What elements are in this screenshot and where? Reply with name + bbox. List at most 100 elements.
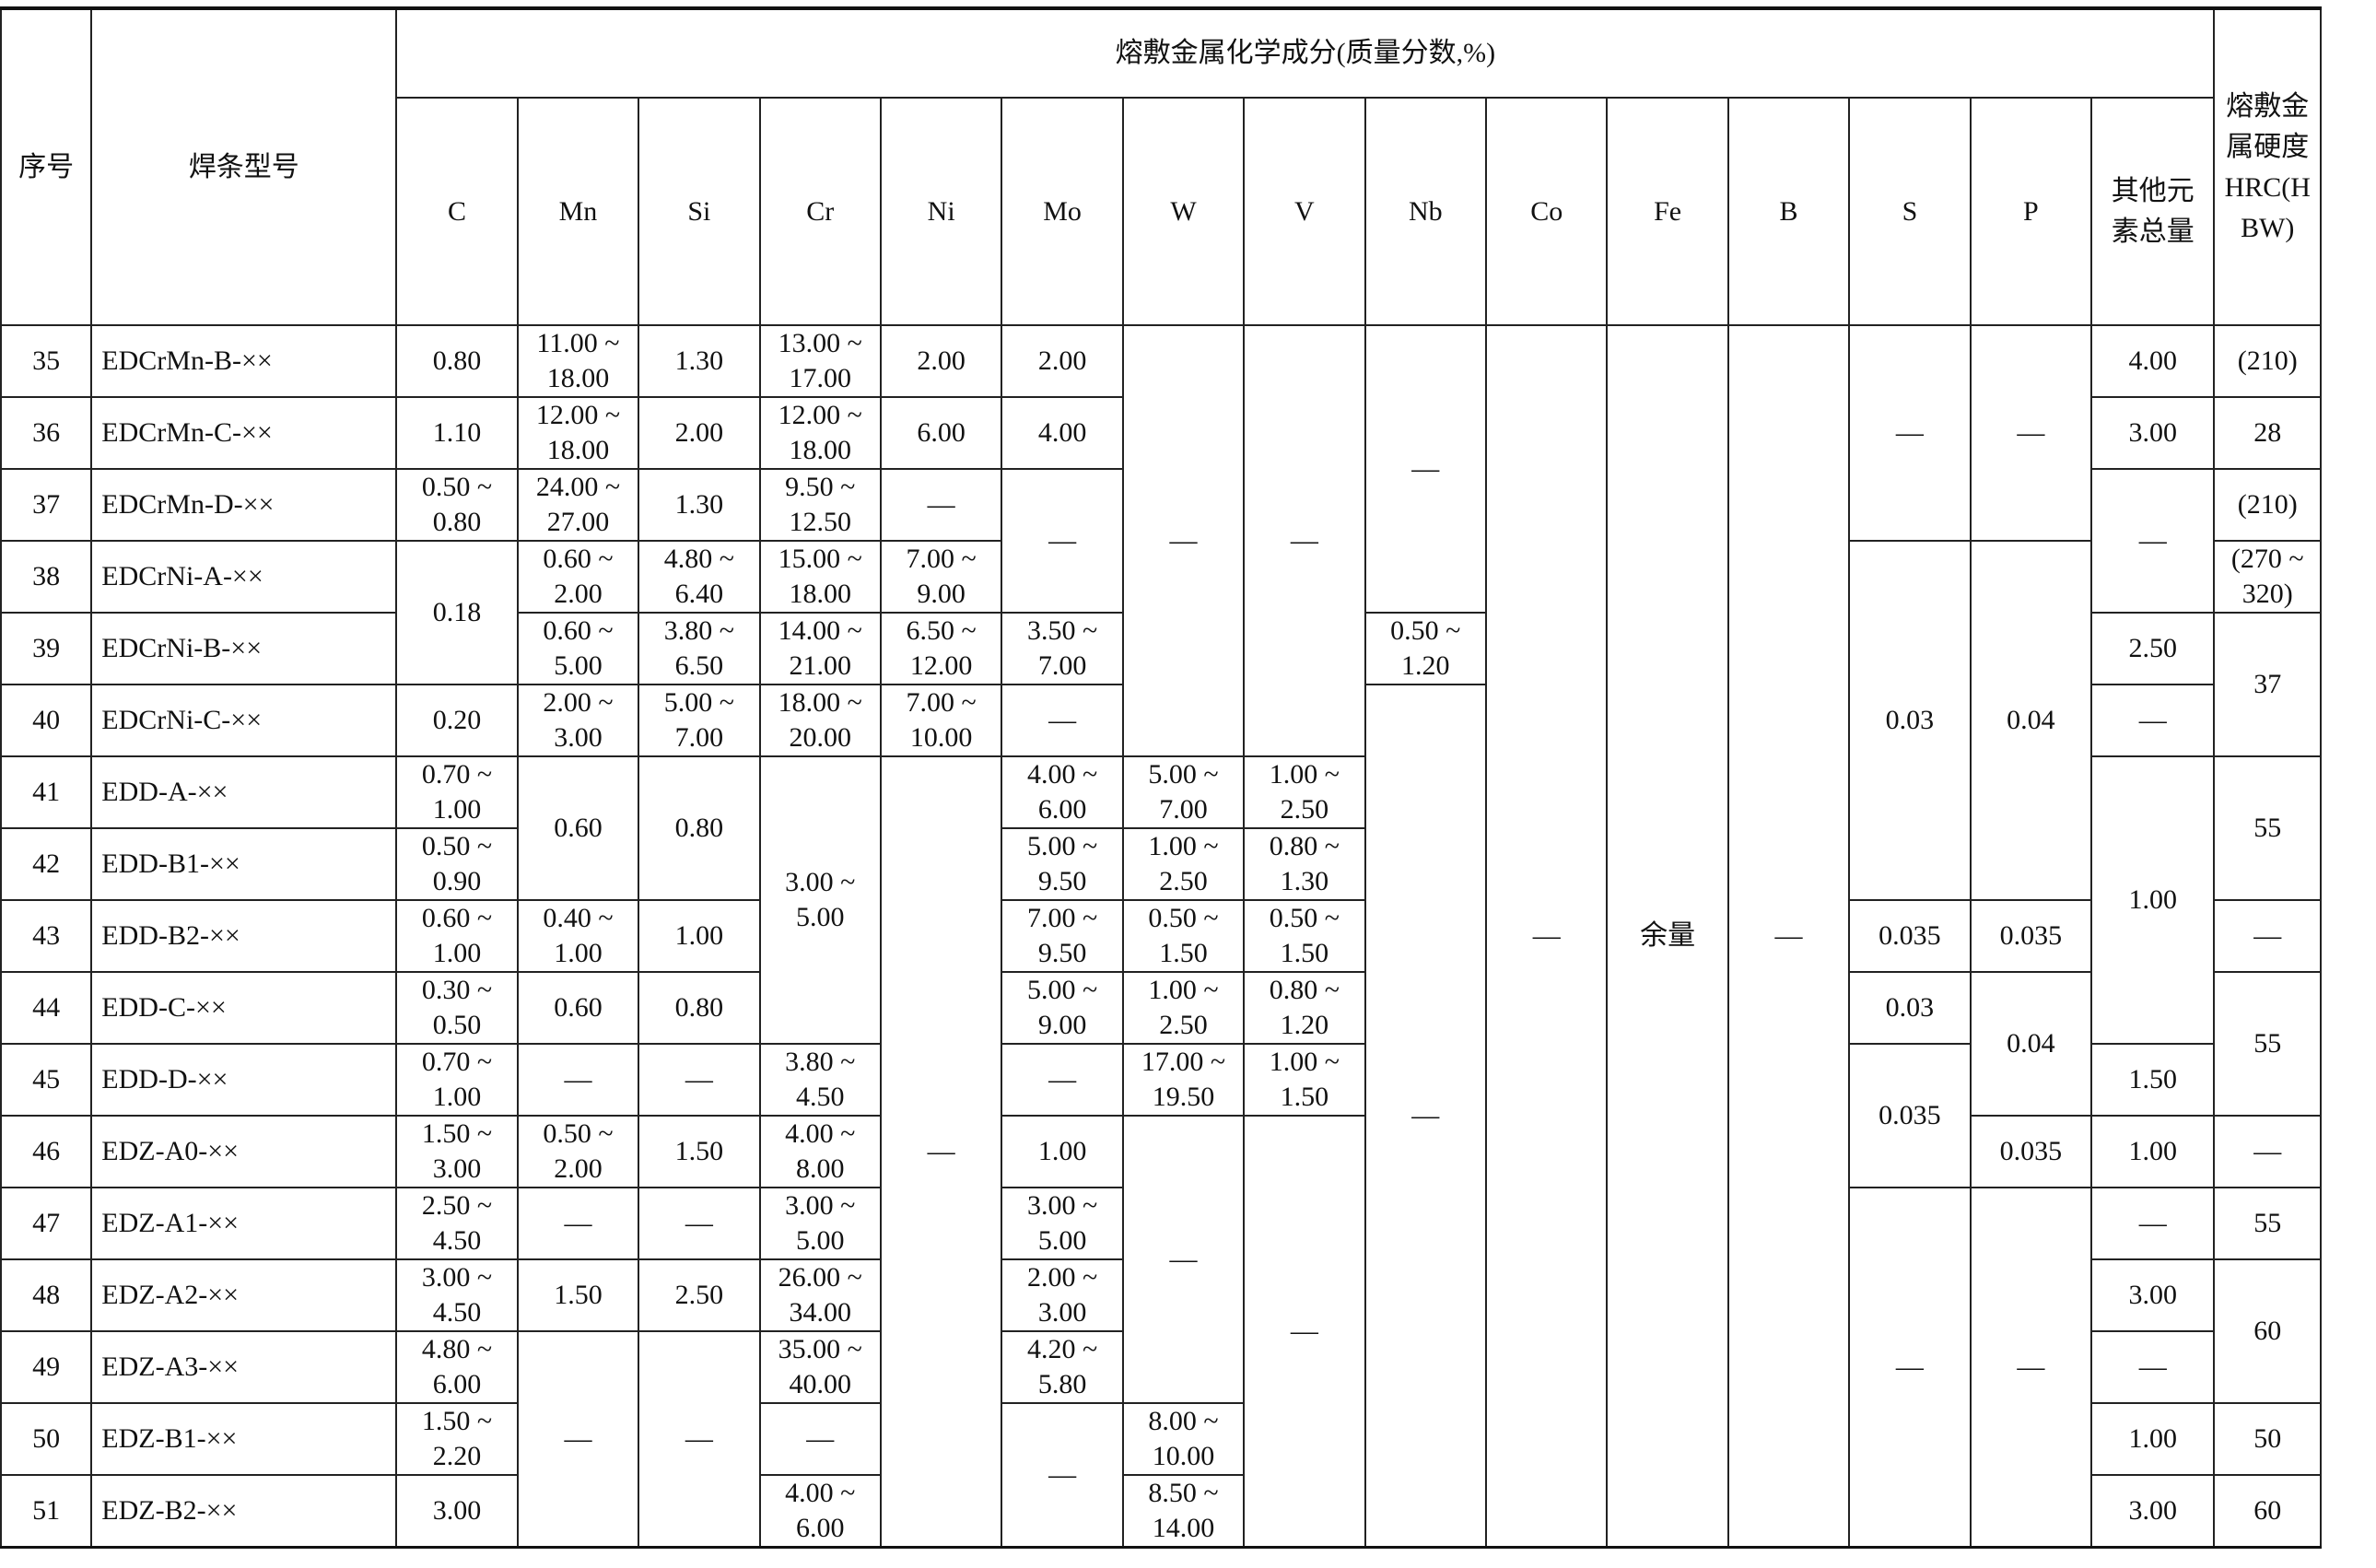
value-cell: 2.00 ~ 3.00 bbox=[516, 684, 640, 757]
electrode-model-cell: EDZ-A3-×× bbox=[90, 1330, 398, 1404]
value-cell: 0.80 bbox=[638, 755, 761, 901]
value-cell: 2.50 ~ 4.50 bbox=[395, 1187, 519, 1260]
element-header-row: C Mn Si Cr Ni Mo W V Nb Co Fe B S P 其他元素总量 bbox=[1, 97, 2321, 326]
value-cell: 0.04 bbox=[1969, 540, 2093, 901]
value-cell: 2.50 bbox=[2090, 612, 2216, 685]
electrode-model-cell: EDCrNi-C-×× bbox=[90, 684, 398, 757]
value-cell: — bbox=[516, 1043, 640, 1117]
value-cell: 5.00 ~ 9.00 bbox=[1001, 971, 1124, 1045]
value-cell: 1.50 ~ 2.20 bbox=[395, 1402, 519, 1476]
value-cell: 7.00 ~ 9.00 bbox=[879, 540, 1003, 614]
electrode-model-cell: EDD-B2-×× bbox=[90, 899, 398, 973]
value-cell: — bbox=[2090, 1187, 2216, 1260]
value-cell: (270 ~ 320) bbox=[2213, 540, 2322, 614]
value-cell: 0.50 ~ 1.50 bbox=[1121, 899, 1246, 973]
value-cell: 3.80 ~ 6.50 bbox=[638, 612, 761, 685]
value-cell: 1.50 bbox=[516, 1258, 640, 1332]
row-number-cell: 40 bbox=[0, 684, 93, 757]
value-cell: 8.00 ~ 10.00 bbox=[1121, 1402, 1246, 1476]
value-cell: 4.00 ~ 6.00 bbox=[758, 1474, 882, 1549]
value-cell: — bbox=[638, 1043, 761, 1117]
value-cell: 14.00 ~ 21.00 bbox=[758, 612, 882, 685]
value-cell: 1.50 bbox=[638, 1115, 761, 1188]
value-cell: 11.00 ~ 18.00 bbox=[516, 324, 640, 398]
value-cell: 1.00 ~ 2.50 bbox=[1121, 827, 1246, 901]
row-number-cell: 48 bbox=[0, 1258, 93, 1332]
value-cell: 1.10 bbox=[395, 396, 519, 470]
row-number-cell: 39 bbox=[0, 612, 93, 685]
value-cell: 3.00 bbox=[2090, 396, 2216, 470]
value-cell: — bbox=[1121, 324, 1246, 757]
value-cell: 13.00 ~ 17.00 bbox=[758, 324, 882, 398]
electrode-model-cell: EDCrMn-B-×× bbox=[90, 324, 398, 398]
value-cell: 0.03 bbox=[1848, 971, 1972, 1045]
value-cell: 7.00 ~ 10.00 bbox=[879, 684, 1003, 757]
value-cell: 3.00 ~ 5.00 bbox=[1001, 1187, 1124, 1260]
value-cell: — bbox=[1726, 324, 1851, 1549]
value-cell: 0.20 bbox=[395, 684, 519, 757]
table-row: 47 EDZ-A1-×× 2.50 ~ 4.50— —3.00 ~ 5.00 3.00 … bbox=[0, 1187, 2322, 1549]
value-cell: — bbox=[516, 1187, 640, 1260]
value-cell: 0.50 ~ 1.20 bbox=[1364, 612, 1488, 685]
value-cell: — bbox=[1969, 324, 2093, 542]
electrode-model-cell: EDZ-B2-×× bbox=[90, 1474, 398, 1549]
electrode-model-cell: EDZ-A1-×× bbox=[90, 1187, 398, 1260]
table-row: 46 EDZ-A0-×× 1.50 ~ 3.00 0.50 ~ 2.00 1.50 4.0… bbox=[0, 1115, 2322, 1549]
table-row: 45 EDD-D-×× 0.70 ~ 1.00— —3.80 ~ 4.50—17.00… bbox=[0, 1043, 2321, 1188]
value-cell: 5.00 ~ 7.00 bbox=[638, 684, 761, 757]
electrode-model-cell: EDCrMn-D-×× bbox=[90, 468, 398, 542]
value-cell: 0.035 bbox=[1848, 899, 1972, 973]
electrode-model-cell: EDD-C-×× bbox=[90, 971, 398, 1045]
value-cell: 1.00 bbox=[2090, 1115, 2216, 1188]
value-cell: — bbox=[516, 1330, 640, 1549]
value-cell: 8.50 ~ 14.00 bbox=[1121, 1474, 1246, 1549]
electrode-model-cell: EDD-A-×× bbox=[90, 755, 398, 829]
value-cell: 3.80 ~ 4.50 bbox=[758, 1043, 882, 1117]
value-cell: — bbox=[1848, 324, 1972, 542]
value-cell: 1.00 ~ 1.50 bbox=[1243, 1043, 1366, 1117]
table-row: 42 EDD-B1-×× 0.50 ~ 0.90 5.00 ~ 9.50 1.00 ~ … bbox=[0, 827, 2321, 901]
value-cell: 4.80 ~ 6.00 bbox=[395, 1330, 519, 1404]
row-number-cell: 43 bbox=[0, 899, 93, 973]
value-cell: 12.00 ~ 18.00 bbox=[758, 396, 882, 470]
value-cell: — bbox=[1243, 1115, 1366, 1549]
value-cell: 1.00 ~ 2.50 bbox=[1121, 971, 1246, 1045]
value-cell: 55 bbox=[2213, 1187, 2322, 1260]
value-cell: 0.80 ~ 1.20 bbox=[1243, 971, 1366, 1045]
table-row: 36 EDCrMn-C-×× 1.10 12.00 ~ 18.00 2.00 12.00 … bbox=[0, 396, 2322, 470]
value-cell: 0.40 ~ 1.00 bbox=[516, 899, 640, 973]
value-cell: — bbox=[2213, 899, 2322, 973]
row-number-cell: 49 bbox=[0, 1330, 93, 1404]
value-cell: — bbox=[1364, 324, 1488, 614]
row-number-cell: 46 bbox=[0, 1115, 93, 1188]
value-cell: 2.50 bbox=[638, 1258, 761, 1332]
header-no: 序号 bbox=[0, 7, 93, 326]
value-cell: 0.03 bbox=[1848, 540, 1972, 901]
table-row: 51 EDZ-B2-×× 3.00 4.00 ~ 6.00 8.50 ~ 14.00 3.… bbox=[0, 1474, 2322, 1549]
table-row: 40 EDCrNi-C-×× 0.20 2.00 ~ 3.00 5.00 ~ 7.00 1… bbox=[0, 684, 2321, 1549]
electrode-model-cell: EDZ-B1-×× bbox=[90, 1402, 398, 1476]
value-cell: 3.00 ~ 5.00 bbox=[758, 1187, 882, 1260]
table-row: 44 EDD-C-×× 0.30 ~ 0.50 0.60 0.80 5.00 ~ 9.00… bbox=[0, 971, 2322, 1117]
value-cell: — bbox=[1001, 1043, 1124, 1117]
header-element-5: Mo bbox=[1001, 97, 1124, 326]
value-cell: 55 bbox=[2213, 971, 2322, 1117]
value-cell: 3.00 bbox=[2090, 1474, 2216, 1549]
row-number-cell: 47 bbox=[0, 1187, 93, 1260]
value-cell: — bbox=[2090, 1330, 2216, 1404]
electrode-model-cell: EDZ-A2-×× bbox=[90, 1258, 398, 1332]
value-cell: 2.00 bbox=[638, 396, 761, 470]
header-element-12: S bbox=[1848, 97, 1972, 326]
value-cell: — bbox=[1121, 1115, 1246, 1404]
value-cell: 60 bbox=[2213, 1474, 2322, 1549]
row-number-cell: 45 bbox=[0, 1043, 93, 1117]
value-cell: 4.80 ~ 6.40 bbox=[638, 540, 761, 614]
value-cell: 0.50 ~ 2.00 bbox=[516, 1115, 640, 1188]
header-element-13: P bbox=[1969, 97, 2093, 326]
table-row: 50 EDZ-B1-×× 1.50 ~ 2.20— —8.00 ~ 10.00 1.00… bbox=[0, 1402, 2322, 1549]
electrode-model-cell: EDCrNi-A-×× bbox=[90, 540, 398, 614]
table-body: 35 EDCrMn-B-×× 0.80 11.00 ~ 18.00 1.30 13.00 … bbox=[0, 324, 2322, 1549]
table-row: 35 EDCrMn-B-×× 0.80 11.00 ~ 18.00 1.30 13.00 … bbox=[0, 324, 2322, 1549]
value-cell: 1.30 bbox=[638, 468, 761, 542]
value-cell: 18.00 ~ 20.00 bbox=[758, 684, 882, 757]
